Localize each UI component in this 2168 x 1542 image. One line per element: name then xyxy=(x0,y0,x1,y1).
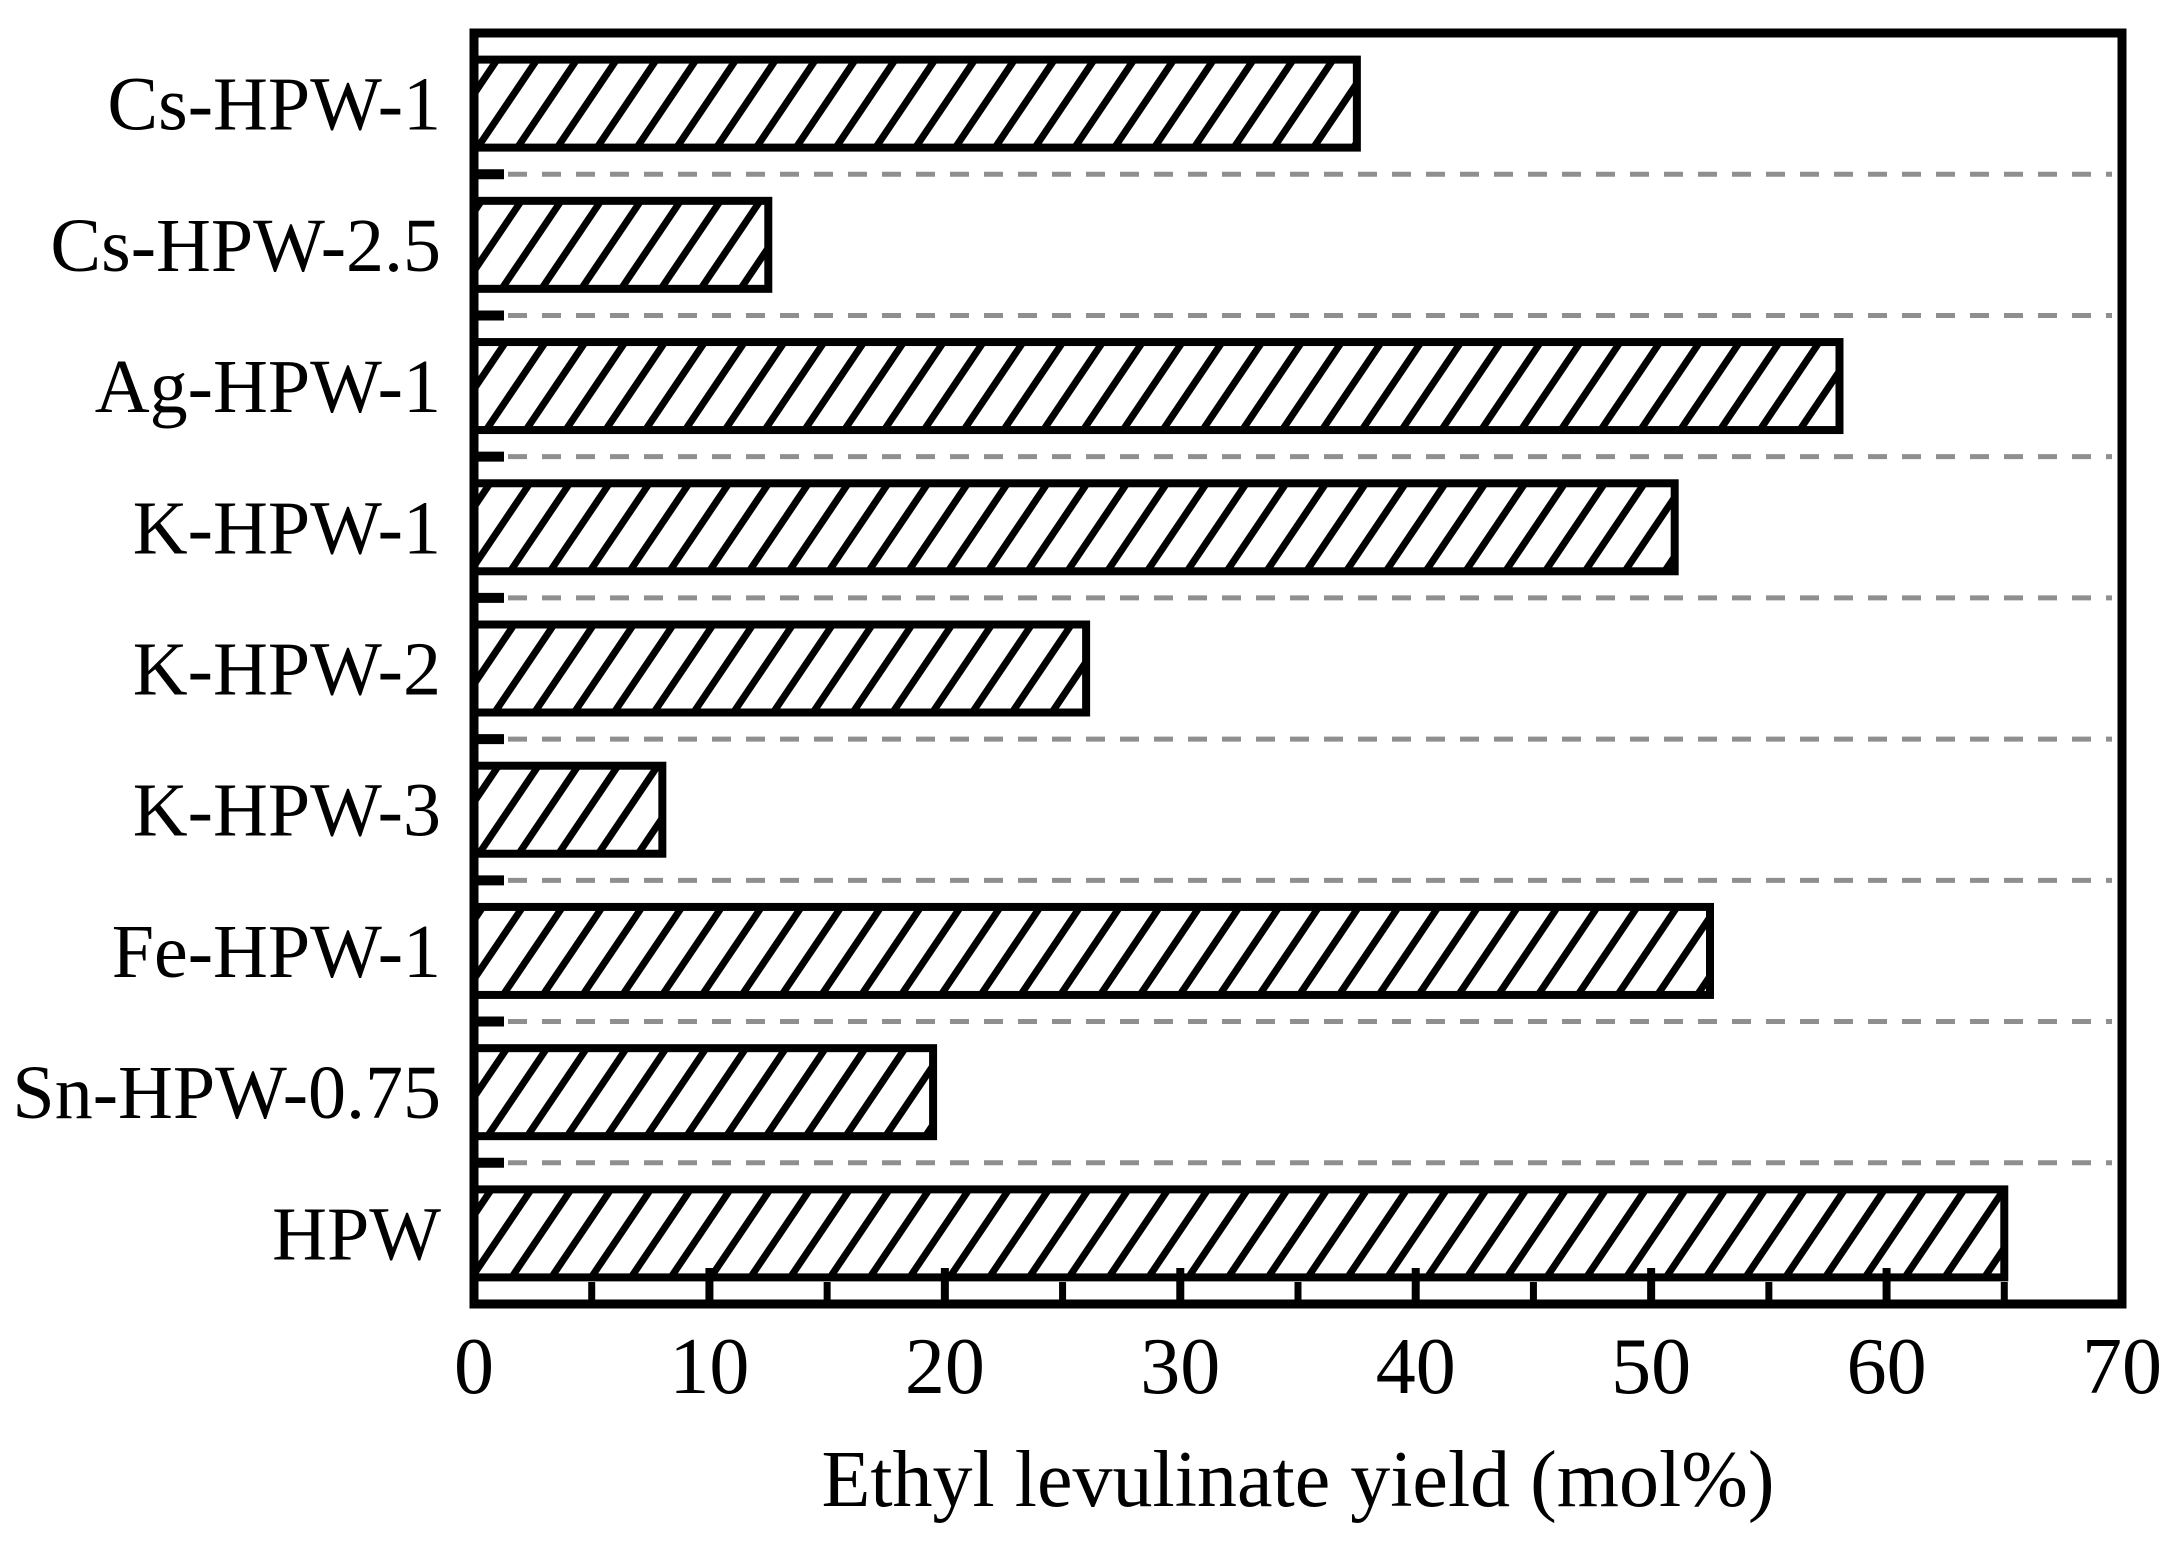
plot-border xyxy=(469,28,2127,1309)
category-label-sn-hpw-0-75: Sn-HPW-0.75 xyxy=(12,1051,441,1135)
x-tick-label-70: 70 xyxy=(2082,1323,2162,1411)
x-tick-label-60: 60 xyxy=(1847,1323,1927,1411)
x-tick-label-30: 30 xyxy=(1140,1323,1220,1411)
bar-cs-hpw-2-5 xyxy=(470,196,773,293)
labels: Cs-HPW-1 Cs-HPW-2.5 Ag-HPW-1 K-HPW-1 K-HPW-2… xyxy=(12,63,2162,1524)
category-label-hpw: HPW xyxy=(272,1192,441,1276)
bar-ag-hpw-1 xyxy=(470,338,1844,435)
bar-sn-hpw-0-75 xyxy=(470,1044,938,1141)
bar-cs-hpw-1 xyxy=(470,55,1361,152)
bar-fe-hpw-1 xyxy=(470,902,1714,999)
x-tick-label-10: 10 xyxy=(669,1323,749,1411)
category-label-cs-hpw-1: Cs-HPW-1 xyxy=(107,63,441,147)
x-tick-label-50: 50 xyxy=(1611,1323,1691,1411)
category-label-k-hpw-3: K-HPW-3 xyxy=(133,769,441,853)
category-label-k-hpw-2: K-HPW-2 xyxy=(133,628,441,712)
bars xyxy=(470,55,2009,1282)
category-label-ag-hpw-1: Ag-HPW-1 xyxy=(95,345,441,429)
x-tick-label-40: 40 xyxy=(1376,1323,1456,1411)
bar-k-hpw-3 xyxy=(470,761,667,858)
category-separator-gridlines xyxy=(478,169,2112,1168)
category-label-cs-hpw-2-5: Cs-HPW-2.5 xyxy=(50,204,441,288)
bar-k-hpw-2 xyxy=(470,620,1091,717)
bar-hpw xyxy=(470,1185,2009,1282)
x-tick-label-0: 0 xyxy=(454,1323,494,1411)
category-label-k-hpw-1: K-HPW-1 xyxy=(133,486,441,570)
category-label-fe-hpw-1: Fe-HPW-1 xyxy=(112,910,441,994)
x-tick-label-20: 20 xyxy=(905,1323,985,1411)
plot-border-rect xyxy=(469,28,2127,1309)
bar-k-hpw-1 xyxy=(470,479,1679,576)
x-axis-title: Ethyl levulinate yield (mol%) xyxy=(821,1436,1774,1524)
